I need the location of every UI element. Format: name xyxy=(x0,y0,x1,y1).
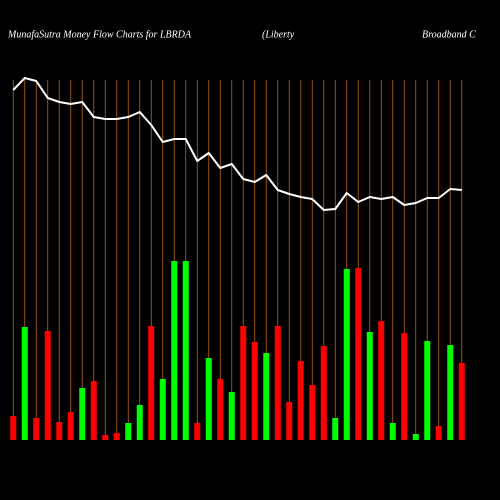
bar xyxy=(366,332,373,440)
bar xyxy=(148,326,155,440)
bar xyxy=(171,261,178,440)
bar xyxy=(228,392,235,440)
bar xyxy=(332,418,339,440)
bar xyxy=(90,381,97,440)
bar xyxy=(286,402,293,440)
bar xyxy=(102,435,109,440)
bar xyxy=(10,416,17,440)
bar xyxy=(240,326,247,440)
bar xyxy=(125,423,132,440)
bar xyxy=(79,388,86,440)
bar xyxy=(136,405,143,440)
bar xyxy=(113,433,120,440)
bar xyxy=(458,363,465,440)
bar xyxy=(44,331,51,440)
bar xyxy=(424,341,431,440)
price-line xyxy=(12,77,462,211)
chart-title: (Liberty xyxy=(262,29,295,40)
bar xyxy=(378,321,385,440)
bar xyxy=(309,385,316,440)
bar xyxy=(205,358,212,440)
bar xyxy=(435,426,442,440)
bar xyxy=(56,422,63,440)
bar xyxy=(159,379,166,440)
bar xyxy=(194,423,201,440)
chart-title: Broadband C xyxy=(422,29,476,40)
bar xyxy=(389,423,396,440)
bar xyxy=(343,269,350,440)
bar xyxy=(67,412,74,440)
bar xyxy=(297,361,304,440)
bar xyxy=(412,434,419,440)
bar xyxy=(217,379,224,440)
bar xyxy=(21,327,28,440)
bar xyxy=(355,268,362,440)
bar xyxy=(274,326,281,440)
chart-title: MunafaSutra Money Flow Charts for LBRDA xyxy=(7,29,192,40)
bar xyxy=(447,345,454,440)
bar xyxy=(33,418,40,440)
bar xyxy=(263,353,270,440)
bar xyxy=(401,333,408,440)
bar xyxy=(320,346,327,440)
bar xyxy=(182,261,189,440)
bar xyxy=(251,342,258,440)
